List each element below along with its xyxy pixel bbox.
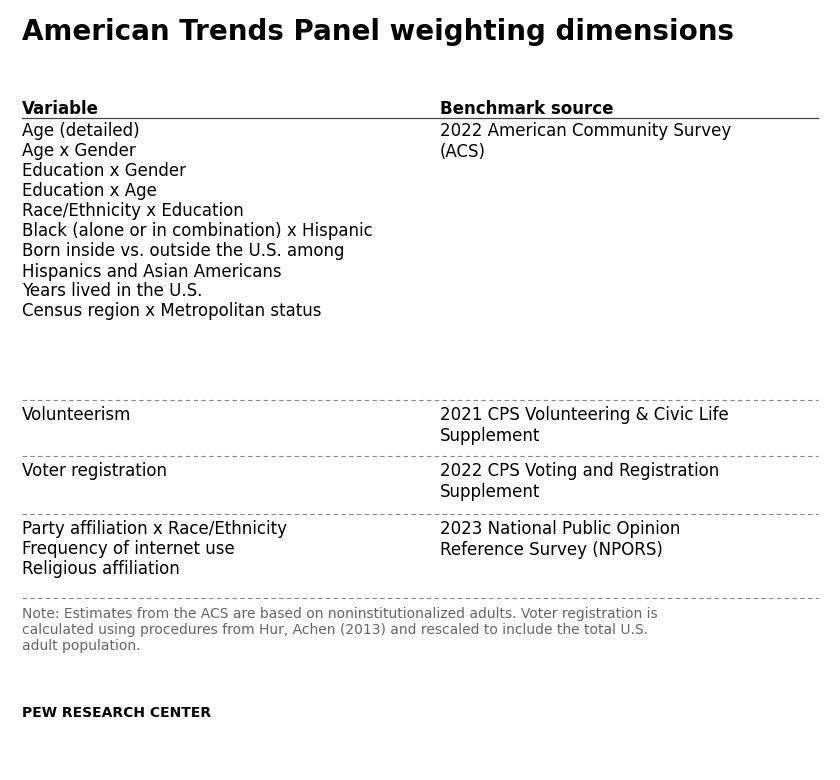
Text: Years lived in the U.S.: Years lived in the U.S. [22, 282, 202, 300]
Text: 2023 National Public Opinion
Reference Survey (NPORS): 2023 National Public Opinion Reference S… [440, 520, 680, 558]
Text: Party affiliation x Race/Ethnicity: Party affiliation x Race/Ethnicity [22, 520, 287, 538]
Text: 2021 CPS Volunteering & Civic Life
Supplement: 2021 CPS Volunteering & Civic Life Suppl… [440, 406, 729, 445]
Text: Frequency of internet use: Frequency of internet use [22, 540, 234, 558]
Text: Age x Gender: Age x Gender [22, 142, 136, 160]
Text: Variable: Variable [22, 100, 99, 118]
Text: Voter registration: Voter registration [22, 462, 167, 480]
Text: PEW RESEARCH CENTER: PEW RESEARCH CENTER [22, 706, 211, 720]
Text: Born inside vs. outside the U.S. among
Hispanics and Asian Americans: Born inside vs. outside the U.S. among H… [22, 242, 344, 281]
Text: 2022 American Community Survey
(ACS): 2022 American Community Survey (ACS) [440, 122, 732, 161]
Text: Black (alone or in combination) x Hispanic: Black (alone or in combination) x Hispan… [22, 222, 373, 240]
Text: Age (detailed): Age (detailed) [22, 122, 139, 140]
Text: 2022 CPS Voting and Registration
Supplement: 2022 CPS Voting and Registration Supplem… [440, 462, 719, 501]
Text: Benchmark source: Benchmark source [440, 100, 613, 118]
Text: American Trends Panel weighting dimensions: American Trends Panel weighting dimensio… [22, 18, 734, 46]
Text: Religious affiliation: Religious affiliation [22, 560, 180, 578]
Text: Volunteerism: Volunteerism [22, 406, 131, 424]
Text: Census region x Metropolitan status: Census region x Metropolitan status [22, 302, 322, 320]
Text: Note: Estimates from the ACS are based on noninstitutionalized adults. Voter reg: Note: Estimates from the ACS are based o… [22, 607, 658, 654]
Text: Education x Age: Education x Age [22, 182, 157, 200]
Text: Education x Gender: Education x Gender [22, 162, 186, 180]
Text: Race/Ethnicity x Education: Race/Ethnicity x Education [22, 202, 244, 220]
